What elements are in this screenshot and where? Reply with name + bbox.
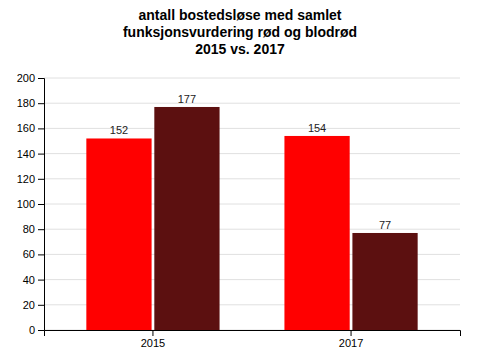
grid-line xyxy=(44,78,460,79)
y-tick-label: 40 xyxy=(23,274,35,286)
y-tick-mark xyxy=(38,78,44,79)
y-tick-mark xyxy=(38,254,44,255)
title-line: funksjonsvurdering rød og blodrød xyxy=(123,24,357,40)
x-tick: 2015 xyxy=(141,330,165,349)
bar xyxy=(284,136,349,330)
title-line: 2015 vs. 2017 xyxy=(195,41,285,57)
x-axis: 2015 2017 xyxy=(45,330,461,349)
bar xyxy=(154,107,219,330)
y-tick: 20 xyxy=(23,299,44,311)
y-tick-mark xyxy=(38,305,44,306)
y-tick-label: 80 xyxy=(23,223,35,235)
title-line: antall bostedsløse med samlet xyxy=(138,7,341,23)
y-tick-mark xyxy=(38,179,44,180)
grid-line xyxy=(44,103,460,104)
y-tick-label: 180 xyxy=(17,97,35,109)
grid-line xyxy=(44,128,460,129)
x-tick-mark xyxy=(351,330,352,336)
y-tick-label: 0 xyxy=(29,324,35,336)
data-labels: 152 154 177 77 xyxy=(110,93,391,231)
y-tick: 40 xyxy=(23,274,44,286)
y-tick-label: 60 xyxy=(23,248,35,260)
y-tick-mark xyxy=(38,103,44,104)
y-tick-mark xyxy=(38,128,44,129)
y-tick-label: 140 xyxy=(17,148,35,160)
y-tick-mark xyxy=(38,280,44,281)
y-tick-mark xyxy=(38,330,44,331)
y-tick: 120 xyxy=(17,173,44,185)
grid xyxy=(44,78,460,330)
y-tick: 140 xyxy=(17,148,44,160)
x-tick-mark xyxy=(152,330,153,336)
chart: antall bostedsløse med samletfunksjonsvu… xyxy=(0,0,480,360)
title: antall bostedsløse med samletfunksjonsvu… xyxy=(123,7,357,57)
x-tick-label: 2017 xyxy=(339,337,363,349)
bar xyxy=(86,138,151,330)
y-tick: 200 xyxy=(17,72,44,84)
data-label: 177 xyxy=(178,93,196,105)
y-axis-line xyxy=(38,79,45,331)
y-tick-mark xyxy=(38,204,44,205)
data-label: 154 xyxy=(308,122,326,134)
y-tick-label: 20 xyxy=(23,299,35,311)
y-tick: 60 xyxy=(23,248,44,260)
x-tick-label: 2015 xyxy=(141,337,165,349)
x-axis-line xyxy=(45,331,461,337)
bar xyxy=(352,233,417,330)
y-axis: 0 20 40 60 80 100 120 140 160 180 200 xyxy=(17,72,45,336)
data-label: 152 xyxy=(110,124,128,136)
y-tick-label: 120 xyxy=(17,173,35,185)
y-tick-label: 160 xyxy=(17,122,35,134)
data-label: 77 xyxy=(379,219,391,231)
y-tick-label: 100 xyxy=(17,198,35,210)
bars xyxy=(86,107,417,330)
y-tick: 180 xyxy=(17,97,44,109)
y-tick: 160 xyxy=(17,122,44,134)
x-tick: 2017 xyxy=(339,330,363,349)
y-tick: 100 xyxy=(17,198,44,210)
y-tick-mark xyxy=(38,154,44,155)
y-tick: 80 xyxy=(23,223,44,235)
y-tick: 0 xyxy=(29,324,44,336)
y-tick-mark xyxy=(38,229,44,230)
y-tick-label: 200 xyxy=(17,72,35,84)
plot: 152 154 177 77 0 20 40 60 80 100 120 140 160 180 200 20… xyxy=(17,72,461,349)
